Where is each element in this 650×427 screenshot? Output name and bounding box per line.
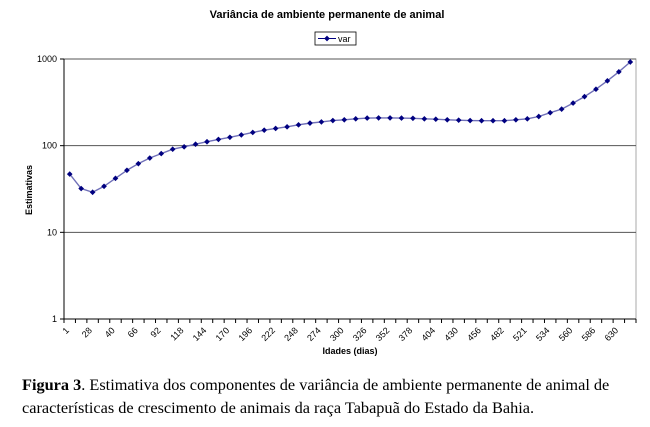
data-point [146, 155, 153, 161]
x-tick-label: 28 [80, 325, 94, 339]
data-point [627, 59, 634, 65]
data-point [535, 113, 542, 120]
data-point [364, 115, 370, 121]
x-tick-label: 222 [259, 325, 277, 343]
chart: Variância de ambiente permanente de anim… [24, 9, 637, 356]
x-tick-label: 274 [305, 325, 323, 343]
data-point [570, 100, 576, 106]
data-point [352, 116, 359, 122]
legend-label: var [338, 34, 351, 44]
data-point [616, 69, 622, 75]
x-axis-label: Idades (dias) [322, 346, 377, 356]
plot-area-border [63, 58, 637, 320]
data-point [78, 185, 84, 192]
x-tick-label: 404 [420, 325, 438, 343]
x-tick-label: 586 [580, 325, 598, 343]
data-point [455, 117, 462, 123]
data-point [318, 119, 325, 125]
y-tick-label: 100 [42, 141, 57, 151]
x-tick-label: 196 [236, 325, 254, 343]
data-point [101, 183, 107, 190]
data-point [524, 116, 531, 122]
data-point [284, 123, 290, 130]
chart-title: Variância de ambiente permanente de anim… [210, 9, 445, 21]
data-point [375, 115, 382, 121]
data-point [158, 150, 165, 157]
x-tick-label: 248 [282, 325, 300, 343]
data-point [112, 175, 119, 182]
legend: var [314, 31, 357, 46]
x-tick-label: 118 [168, 325, 185, 342]
data-point [581, 93, 588, 100]
data-point [490, 117, 496, 124]
x-tick-label: 170 [214, 325, 232, 343]
data-point [169, 146, 176, 153]
x-tick-label: 1 [61, 325, 72, 336]
data-point [227, 134, 233, 141]
y-tick-label: 1 [52, 314, 57, 324]
caption-text: . Estimativa dos componentes de variânci… [22, 375, 610, 417]
data-point [444, 116, 451, 123]
data-point [387, 115, 393, 121]
data-point [204, 138, 210, 145]
x-tick-label: 560 [557, 325, 575, 343]
data-point [432, 116, 439, 123]
data-point [604, 77, 611, 84]
caption-label: Figura 3 [22, 375, 82, 394]
y-axis-label: Estimativas [24, 165, 34, 215]
data-point [215, 136, 222, 143]
x-tick-label: 521 [511, 325, 529, 343]
data-point [501, 117, 508, 124]
x-tick-label: 378 [397, 325, 415, 343]
x-tick-label: 300 [328, 325, 346, 343]
data-point [192, 141, 199, 148]
x-tick-label: 630 [603, 325, 621, 343]
data-point [467, 117, 473, 124]
x-tick-label: 66 [126, 325, 140, 339]
data-point [421, 116, 428, 122]
x-tick-label: 482 [488, 325, 506, 343]
x-tick-label: 144 [191, 325, 209, 343]
data-point [89, 189, 96, 196]
data-point [478, 117, 485, 124]
x-tick-label: 326 [351, 325, 369, 343]
x-tick-label: 352 [374, 325, 392, 343]
data-point [272, 125, 279, 132]
figure-caption: Figura 3. Estimativa dos componentes de … [22, 373, 637, 419]
y-tick-label: 10 [47, 227, 57, 237]
data-point [66, 171, 73, 177]
data-point [341, 116, 348, 123]
data-point [307, 120, 313, 126]
x-tick-label: 456 [465, 325, 483, 343]
data-point [410, 115, 416, 122]
data-point [547, 109, 554, 116]
data-point [558, 106, 565, 112]
data-point [295, 121, 302, 128]
x-tick-label: 92 [149, 325, 163, 339]
data-point [513, 116, 519, 123]
x-tick-label: 40 [103, 325, 117, 339]
data-point [330, 117, 336, 124]
data-point [135, 160, 142, 167]
data-point [261, 127, 268, 133]
data-point [238, 132, 245, 138]
data-point [124, 167, 130, 174]
y-tick-label: 1000 [37, 54, 57, 64]
x-tick-label: 534 [534, 325, 552, 343]
x-tick-label: 430 [442, 325, 460, 343]
data-point [398, 115, 405, 121]
data-point [181, 143, 187, 150]
data-point [249, 129, 256, 136]
data-point [593, 86, 599, 93]
series-line-var [69, 61, 631, 194]
